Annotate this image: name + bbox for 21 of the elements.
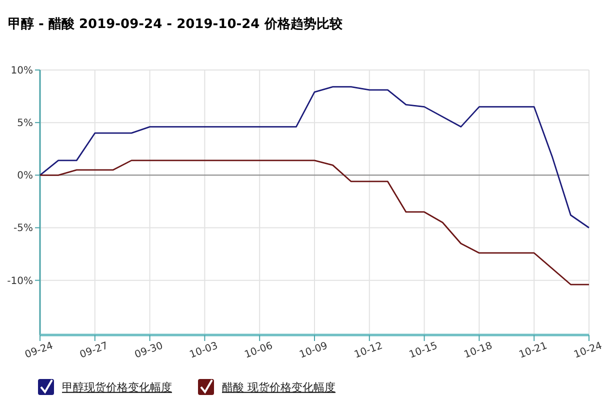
x-tick-label: 09-27 (78, 340, 110, 361)
legend-label: 醋酸 现货价格变化幅度 (222, 380, 336, 394)
y-tick-label: -5% (14, 223, 33, 234)
x-tick-label: 10-06 (243, 340, 274, 361)
y-tick-label: -10% (7, 276, 33, 287)
x-tick-label: 10-12 (353, 340, 384, 361)
x-tick-label: 10-09 (298, 340, 330, 361)
line-series (39, 86, 590, 228)
x-tick-label: 09-30 (133, 340, 164, 361)
x-tick-label: 09-24 (24, 340, 55, 361)
y-tick-label: 10% (10, 66, 33, 76)
chart-title: 甲醇 - 醋酸 2019-09-24 - 2019-10-24 价格趋势比较 (8, 16, 344, 32)
line-series (39, 160, 590, 286)
x-tick-label: 10-18 (462, 340, 494, 361)
x-tick-label: 10-24 (572, 340, 604, 361)
x-tick-label: 10-21 (518, 340, 549, 361)
x-tick-label: 10-03 (188, 340, 220, 361)
y-tick-label: 0% (17, 170, 33, 182)
x-tick-label: 10-15 (408, 340, 439, 361)
legend-label: 甲醇现货价格变化幅度 (62, 380, 172, 394)
y-tick-label: 5% (17, 118, 33, 130)
